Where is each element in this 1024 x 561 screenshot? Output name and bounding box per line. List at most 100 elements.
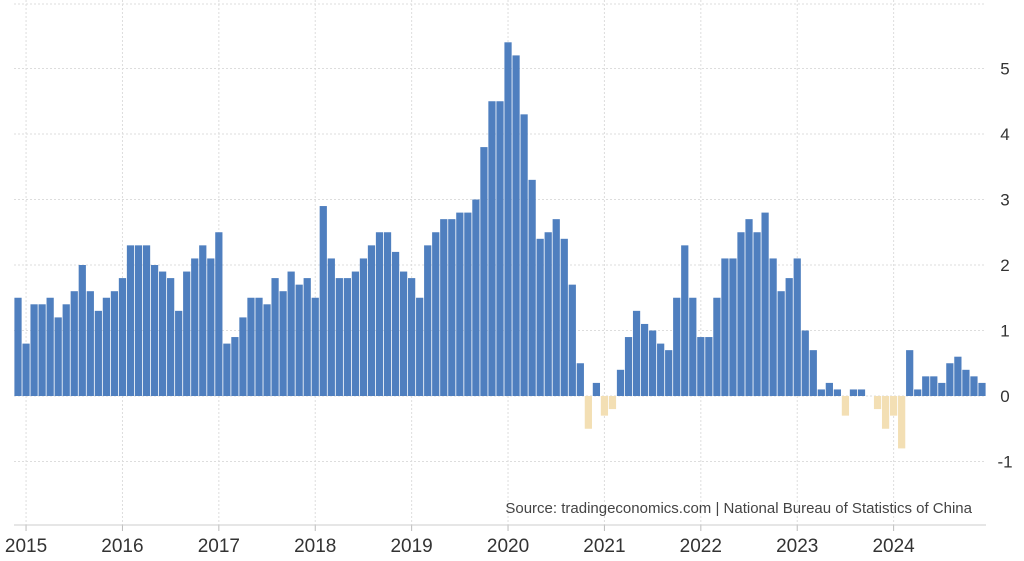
bar	[14, 297, 22, 396]
bar	[568, 284, 576, 396]
bar	[207, 258, 215, 396]
bar	[954, 356, 962, 396]
bar	[287, 271, 295, 396]
bar	[118, 278, 127, 396]
bar	[938, 382, 946, 396]
y-tick-label: -1	[997, 453, 1012, 472]
bar	[22, 343, 30, 396]
bar	[134, 245, 143, 396]
bar	[175, 310, 183, 396]
bar	[665, 350, 673, 396]
bar	[70, 291, 78, 396]
bar	[448, 219, 456, 396]
bar	[673, 297, 681, 396]
bar	[102, 297, 110, 396]
bar	[247, 297, 255, 396]
bar	[721, 258, 729, 396]
bar	[536, 238, 544, 396]
bar	[946, 363, 954, 396]
bar	[375, 232, 384, 396]
bar	[970, 376, 978, 396]
bar	[890, 396, 898, 416]
bar	[399, 271, 408, 396]
bar	[391, 251, 400, 396]
bar	[729, 258, 737, 396]
bar	[777, 291, 785, 396]
bar	[239, 317, 247, 396]
bar	[383, 232, 392, 396]
bar	[898, 396, 906, 449]
bar	[552, 219, 560, 396]
bar	[215, 232, 223, 396]
bar	[657, 343, 665, 396]
y-tick-label: 3	[1000, 191, 1009, 210]
y-axis-ticks: -1 0 1 2 3 4 5	[997, 60, 1012, 472]
source-note: Source: tradingeconomics.com | National …	[505, 500, 972, 517]
bar	[496, 101, 504, 396]
bar	[560, 238, 568, 396]
bar	[761, 212, 769, 396]
bar	[126, 245, 135, 396]
bar	[914, 389, 922, 396]
bar	[833, 389, 842, 396]
bar	[167, 278, 175, 396]
bar	[632, 310, 641, 396]
bar	[62, 304, 70, 396]
bar	[753, 232, 761, 396]
bar	[94, 310, 102, 396]
bar	[183, 271, 191, 396]
bar	[857, 389, 866, 396]
y-tick-label: 4	[1000, 125, 1009, 144]
bar	[359, 258, 368, 396]
bar	[110, 291, 119, 396]
bar	[930, 376, 938, 396]
bar	[697, 337, 705, 396]
bar	[303, 278, 311, 396]
bar	[488, 101, 496, 396]
bar	[544, 232, 552, 396]
bar	[223, 343, 231, 396]
bar	[769, 258, 777, 396]
x-tick-label: 2023	[776, 536, 818, 557]
bar	[472, 199, 480, 396]
bar	[319, 206, 327, 396]
y-tick-label: 1	[1000, 322, 1009, 341]
bar	[263, 304, 271, 396]
bar	[600, 396, 609, 416]
x-tick-label: 2024	[872, 536, 915, 557]
bar	[809, 350, 817, 396]
y-tick-label: 5	[1000, 60, 1009, 79]
bar	[737, 232, 745, 396]
bar	[480, 147, 488, 396]
x-tick-label: 2015	[5, 536, 47, 557]
x-tick-label: 2017	[198, 536, 240, 557]
x-tick-label: 2022	[680, 536, 722, 557]
bar	[343, 278, 351, 396]
bar	[962, 369, 970, 396]
bar	[271, 278, 279, 396]
bar	[825, 382, 833, 396]
bar	[142, 245, 151, 396]
bar	[424, 245, 432, 396]
bar	[78, 265, 86, 396]
x-tick-label: 2020	[487, 536, 529, 557]
bar	[873, 396, 882, 410]
y-tick-label: 0	[1000, 387, 1009, 406]
bar	[801, 330, 809, 396]
bar	[528, 179, 536, 396]
bar	[705, 337, 713, 396]
bar	[30, 304, 38, 396]
bar	[464, 212, 472, 396]
bar	[520, 114, 528, 396]
bar	[311, 297, 319, 396]
bar	[713, 297, 721, 396]
bar	[150, 265, 159, 396]
bar	[785, 278, 793, 396]
x-axis-ticks: 2015 2016 2017 2018 2019 2020 2021 2022 2023 2024	[5, 525, 915, 557]
bar	[255, 297, 263, 396]
x-tick-label: 2018	[294, 536, 336, 557]
bar	[440, 219, 448, 396]
bar	[327, 258, 335, 396]
bar	[922, 376, 930, 396]
bar	[793, 258, 801, 396]
